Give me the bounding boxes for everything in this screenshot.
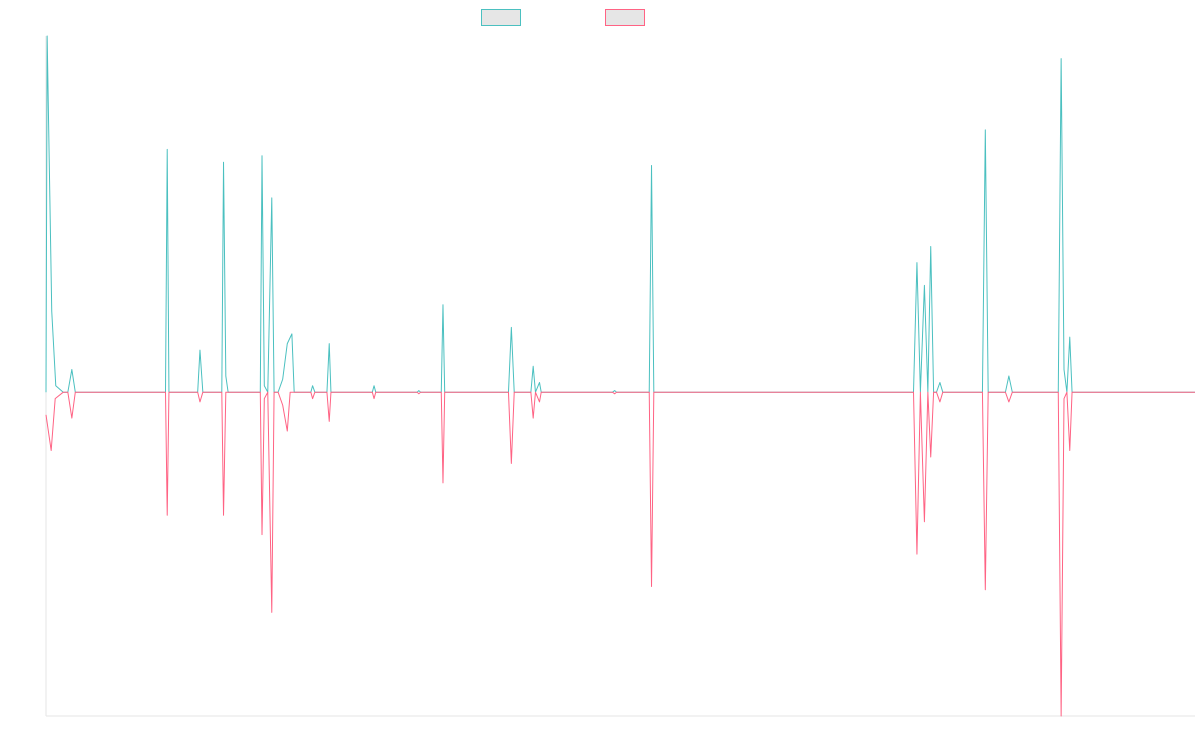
series-line-2 <box>45 391 1195 717</box>
legend[interactable] <box>481 9 645 26</box>
legend-swatch-1[interactable] <box>481 9 521 26</box>
series-lines <box>45 35 1195 717</box>
series-line-1 <box>45 35 1195 393</box>
legend-swatch-2[interactable] <box>605 9 645 26</box>
axes <box>45 36 1195 717</box>
